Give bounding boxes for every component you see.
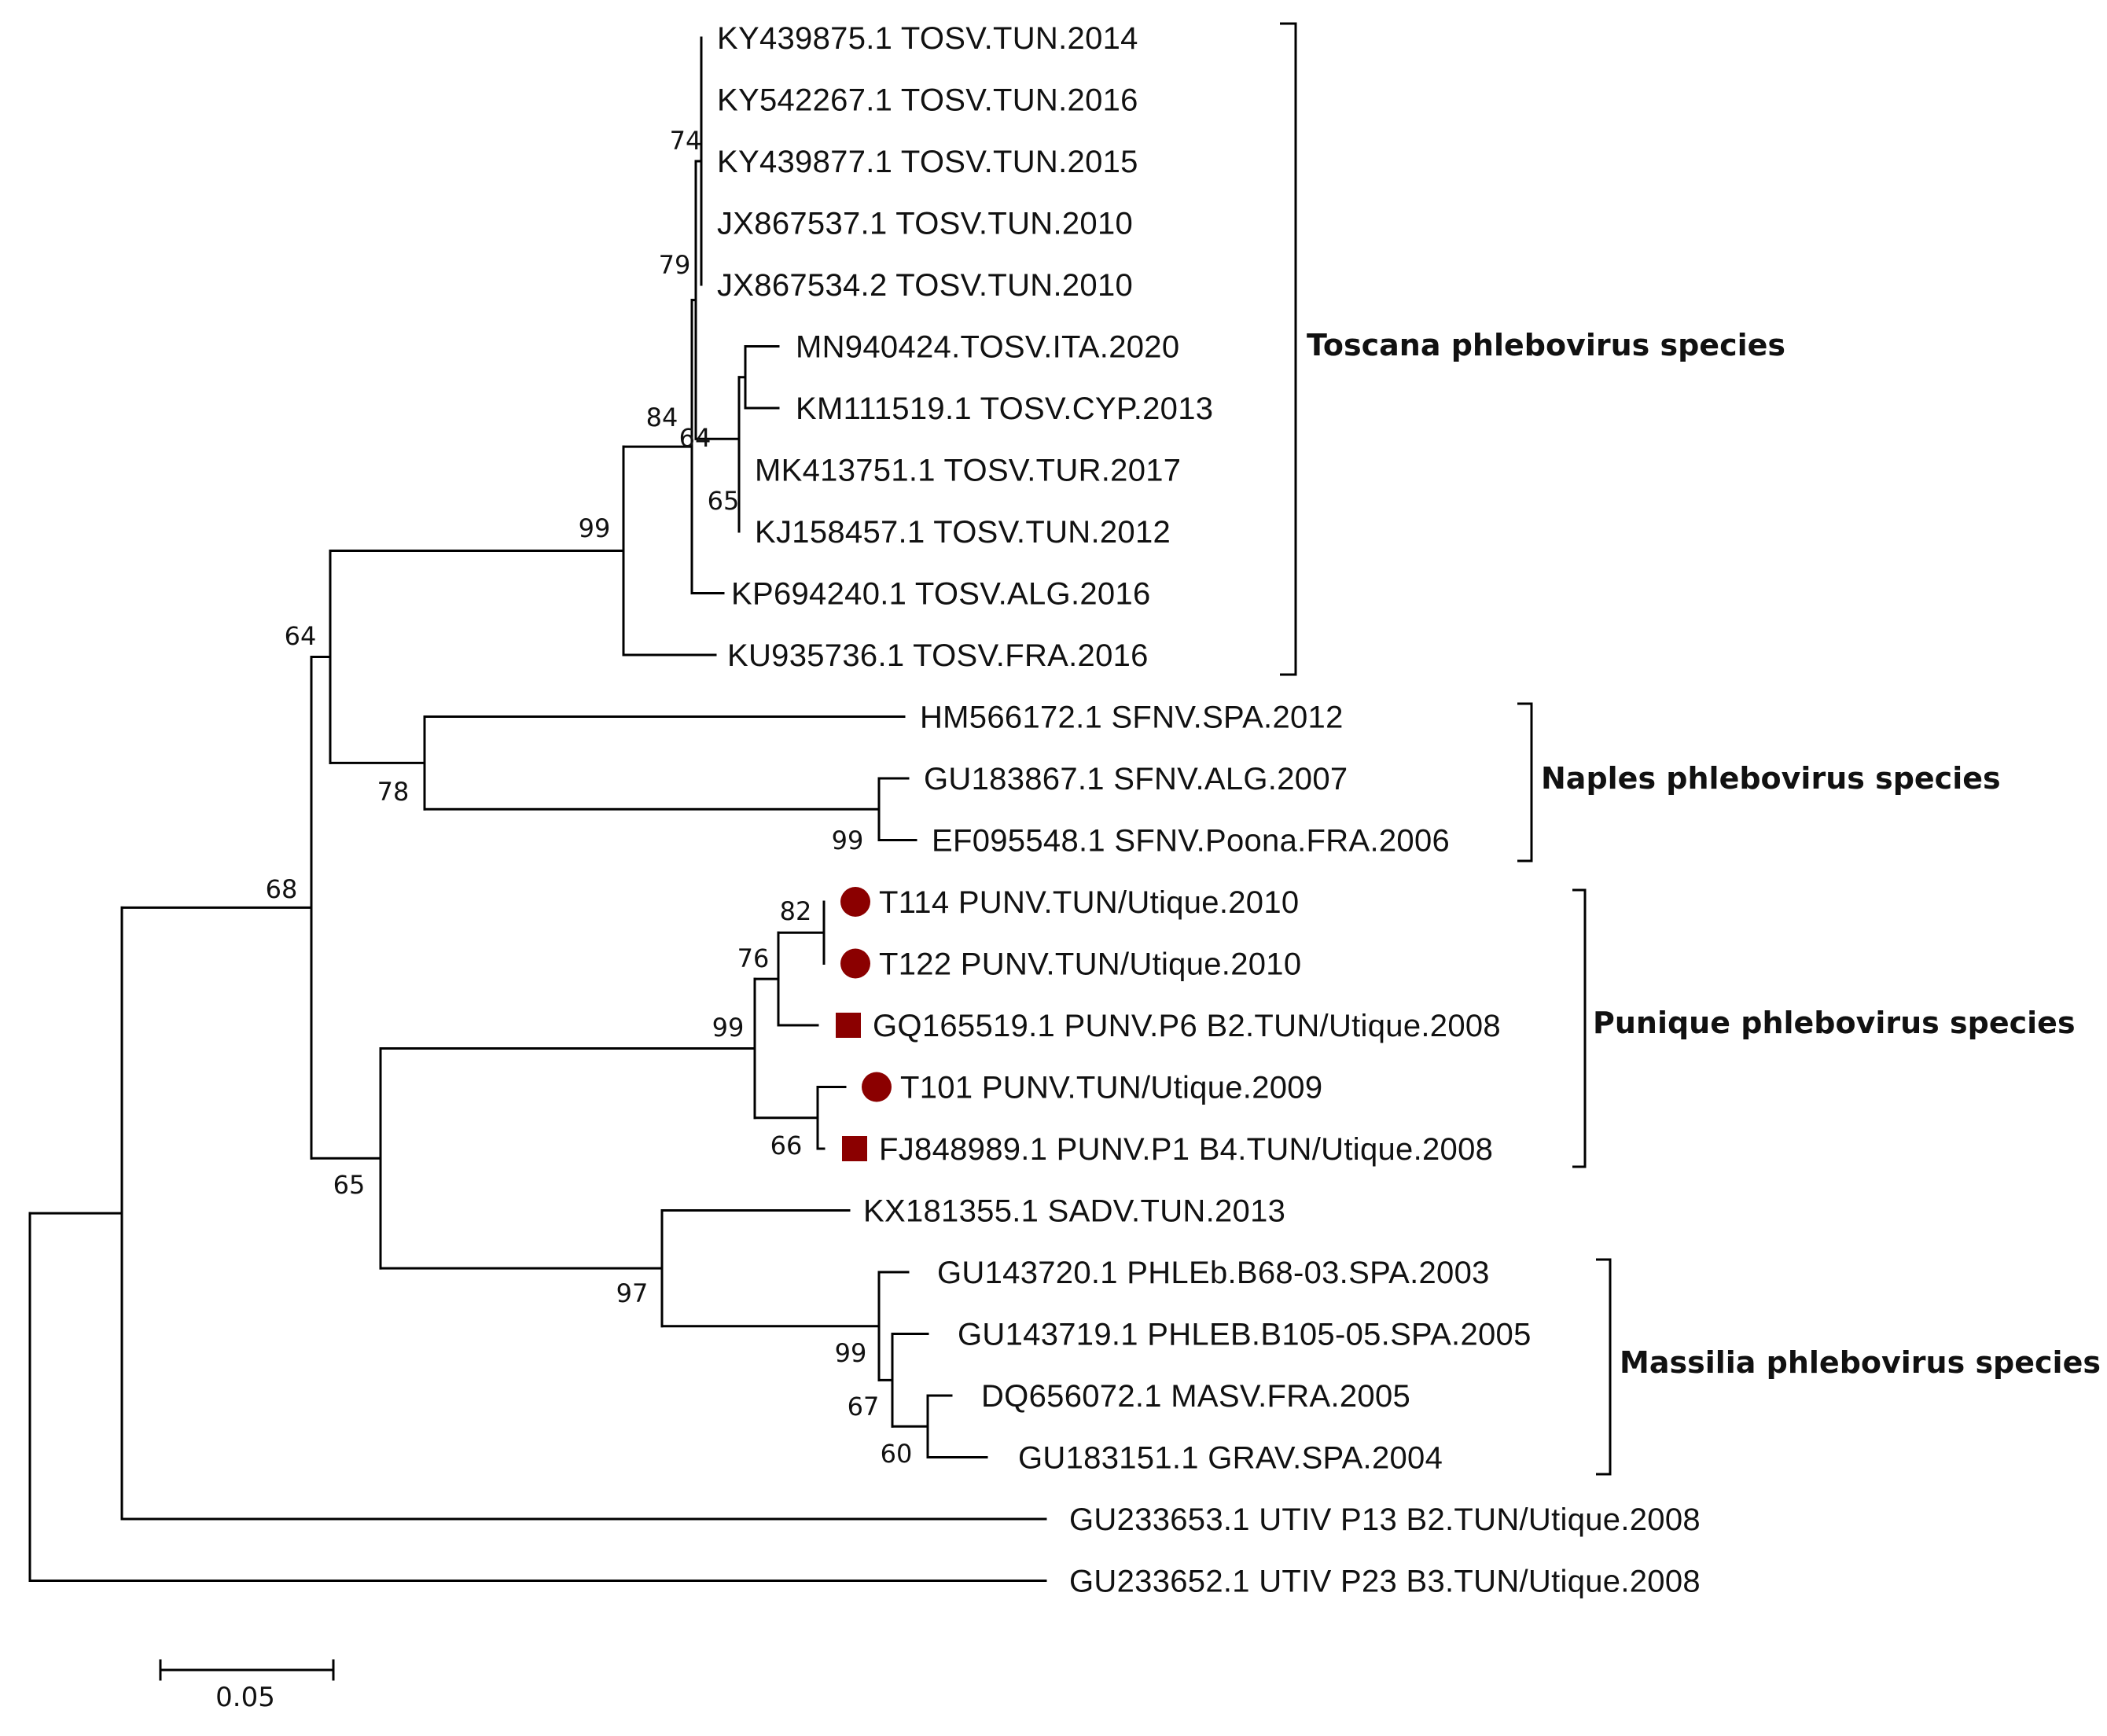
clade-naples: Naples phlebovirus species (1517, 702, 2001, 862)
bootstrap-value: 76 (737, 943, 770, 973)
leaf-label-l20: KX181355.1 SADV.TUN.2013 (863, 1194, 1285, 1229)
leaf-label-l10: KP694240.1 TOSV.ALG.2016 (731, 577, 1151, 612)
leaf-markers (836, 887, 892, 1161)
leaf-label-l4: JX867537.1 TOSV.TUN.2010 (717, 207, 1133, 241)
bootstrap-value: 99 (712, 1013, 745, 1043)
leaf-label-l25: GU233653.1 UTIV P13 B2.TUN/Utique.2008 (1069, 1502, 1701, 1537)
clade-bracket-punique (1572, 888, 1587, 1168)
leaf-labels: KY439875.1 TOSV.TUN.2014 KY542267.1 TOSV.… (717, 21, 1701, 1599)
leaf-label-l18: T101 PUNV.TUN/Utique.2009 (900, 1071, 1322, 1105)
bootstrap-value: 64 (679, 423, 712, 453)
square-marker-l17 (836, 1013, 861, 1038)
bootstrap-value: 64 (285, 621, 317, 651)
bootstrap-value: 84 (646, 403, 678, 432)
bootstrap-value: 78 (377, 777, 410, 807)
leaf-label-l16: T122 PUNV.TUN/Utique.2010 (879, 947, 1301, 982)
bootstrap-value: 99 (832, 826, 864, 855)
bootstrap-value: 60 (881, 1439, 913, 1469)
leaf-label-l23: DQ656072.1 MASV.FRA.2005 (981, 1379, 1410, 1414)
leaf-label-l19: FJ848989.1 PUNV.P1 B4.TUN/Utique.2008 (879, 1132, 1493, 1167)
bootstrap-value: 65 (333, 1170, 366, 1200)
clade-toscana: Toscana phlebovirus species (1280, 22, 1785, 676)
bootstrap-value: 82 (780, 896, 812, 926)
leaf-label-l3: KY439877.1 TOSV.TUN.2015 (717, 145, 1138, 179)
bootstrap-value: 67 (848, 1392, 880, 1422)
leaf-label-l17: GQ165519.1 PUNV.P6 B2.TUN/Utique.2008 (873, 1009, 1501, 1043)
leaf-label-l21: GU143720.1 PHLEb.B68-03.SPA.2003 (937, 1256, 1490, 1290)
leaf-label-l26: GU233652.1 UTIV P23 B3.TUN/Utique.2008 (1069, 1565, 1701, 1599)
scale-bar-label: 0.05 (215, 1682, 275, 1713)
bootstrap-value: 66 (770, 1131, 803, 1160)
leaf-label-l6: MN940424.TOSV.ITA.2020 (796, 330, 1179, 365)
clade-bracket-naples (1517, 702, 1533, 862)
bootstrap-value: 74 (670, 126, 702, 156)
bootstrap-value: 68 (266, 874, 298, 904)
leaf-label-l14: EF095548.1 SFNV.Poona.FRA.2006 (932, 824, 1450, 859)
leaf-label-l13: GU183867.1 SFNV.ALG.2007 (924, 762, 1348, 796)
scale-bar: 0.05 (159, 1659, 335, 1713)
leaf-label-l15: T114 PUNV.TUN/Utique.2010 (879, 885, 1299, 920)
clade-massilia: Massilia phlebovirus species (1596, 1258, 2101, 1476)
leaf-label-l7: KM111519.1 TOSV.CYP.2013 (796, 392, 1213, 426)
clade-punique: Punique phlebovirus species (1572, 888, 2076, 1168)
square-marker-l19 (842, 1136, 867, 1161)
tree-branches (28, 36, 1047, 1582)
leaf-label-l12: HM566172.1 SFNV.SPA.2012 (920, 701, 1344, 735)
leaf-label-l2: KY542267.1 TOSV.TUN.2016 (717, 83, 1138, 118)
bootstrap-value: 99 (579, 513, 611, 543)
clade-label-punique: Punique phlebovirus species (1593, 1006, 2076, 1040)
bootstrap-value: 79 (659, 250, 691, 280)
clade-bracket-toscana (1280, 22, 1297, 676)
circle-marker-l18 (862, 1072, 892, 1102)
leaf-label-l24: GU183151.1 GRAV.SPA.2004 (1018, 1441, 1443, 1476)
circle-marker-l16 (840, 948, 870, 979)
leaf-label-l1: KY439875.1 TOSV.TUN.2014 (717, 21, 1138, 56)
clade-label-naples: Naples phlebovirus species (1541, 761, 2001, 796)
leaf-label-l5: JX867534.2 TOSV.TUN.2010 (717, 268, 1133, 303)
bootstrap-value: 99 (835, 1338, 867, 1368)
bootstrap-value: 97 (616, 1278, 649, 1308)
clade-bracket-massilia (1596, 1258, 1612, 1476)
leaf-label-l22: GU143719.1 PHLEB.B105-05.SPA.2005 (958, 1318, 1532, 1352)
leaf-label-l11: KU935736.1 TOSV.FRA.2016 (727, 638, 1149, 673)
circle-marker-l15 (840, 887, 870, 917)
leaf-label-l9: KJ158457.1 TOSV.TUN.2012 (755, 515, 1171, 550)
bootstrap-value: 65 (708, 486, 740, 516)
clade-label-massilia: Massilia phlebovirus species (1620, 1345, 2101, 1380)
leaf-label-l8: MK413751.1 TOSV.TUR.2017 (755, 454, 1181, 488)
clade-label-toscana: Toscana phlebovirus species (1307, 328, 1785, 362)
